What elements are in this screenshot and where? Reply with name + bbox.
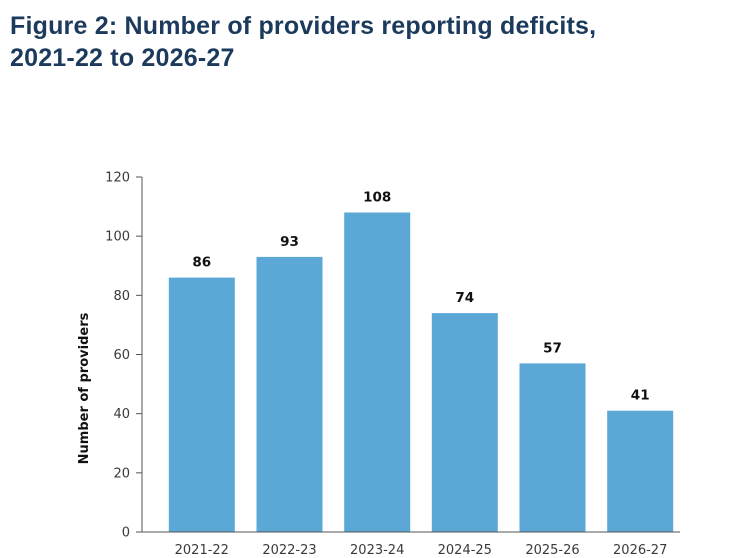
bar-2021-22 (168, 277, 235, 532)
x-tick-label-2022-23: 2022-23 (262, 543, 316, 558)
y-tick-label-40: 40 (113, 407, 130, 422)
y-axis-title: Number of providers (77, 312, 92, 464)
bar-2024-25 (431, 313, 498, 532)
data-label-2025-26: 57 (543, 340, 562, 356)
x-tick-label-2023-24: 2023-24 (350, 543, 404, 558)
y-tick-label-80: 80 (113, 289, 130, 304)
data-label-2023-24: 108 (363, 190, 391, 206)
data-label-2024-25: 74 (455, 290, 474, 306)
x-tick-label-2026-27: 2026-27 (613, 543, 667, 558)
figure-title-line-1: Figure 2: Number of providers reporting … (10, 12, 597, 40)
bar-2023-24 (344, 212, 411, 532)
data-label-2021-22: 86 (192, 255, 211, 271)
bar-2026-27 (607, 410, 674, 532)
y-tick-label-20: 20 (113, 466, 130, 481)
figure-title: Figure 2: Number of providers reporting … (10, 10, 750, 74)
bar-2022-23 (256, 256, 323, 532)
data-label-2022-23: 93 (280, 234, 299, 250)
x-tick-label-2021-22: 2021-22 (175, 543, 229, 558)
x-tick-label-2024-25: 2024-25 (438, 543, 492, 558)
bars-group (168, 212, 674, 532)
y-tick-label-100: 100 (105, 230, 130, 245)
y-tick-label-0: 0 (122, 526, 130, 541)
bar-2025-26 (519, 363, 586, 532)
data-label-2026-27: 41 (631, 388, 650, 404)
y-axis: 0 20 40 60 80 100 120 (105, 171, 143, 541)
figure-title-line-2: 2021-22 to 2026-27 (10, 44, 235, 72)
y-tick-label-120: 120 (105, 171, 130, 186)
y-tick-label-60: 60 (113, 348, 130, 363)
x-axis: 2021-22 2022-23 2023-24 2024-25 2025-26 2026-… (142, 531, 680, 558)
x-tick-label-2025-26: 2025-26 (525, 543, 579, 558)
data-labels-group: 86 93 108 74 57 41 (192, 190, 649, 404)
